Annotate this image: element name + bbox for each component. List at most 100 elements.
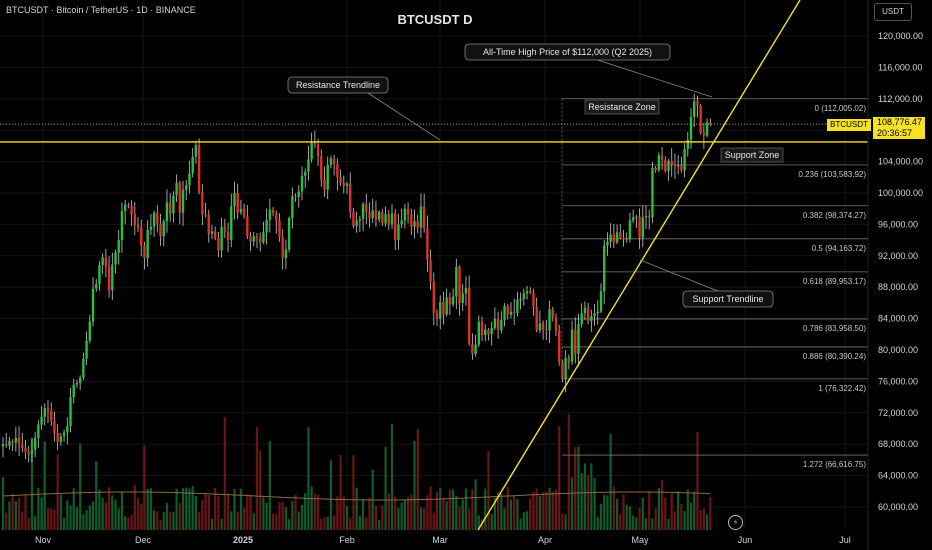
candle-body (693, 101, 696, 117)
volume-bar (609, 433, 612, 530)
volume-bar (27, 518, 30, 530)
volume-bar (435, 492, 439, 530)
candle-body (320, 156, 323, 180)
volume-bar (615, 498, 619, 530)
candle-body (332, 158, 336, 164)
candle-body (532, 292, 535, 307)
candle-body (323, 179, 326, 190)
volume-bar (17, 497, 21, 530)
currency-selector[interactable]: USDT (874, 3, 912, 21)
volume-bar (506, 486, 509, 530)
volume-bar (342, 496, 345, 530)
candle-body (368, 211, 371, 219)
candle-body (297, 191, 300, 197)
candle-body (660, 155, 664, 161)
volume-bar (297, 511, 300, 530)
candle-body (381, 211, 384, 224)
volume-bar (368, 497, 371, 530)
volume-bar (554, 489, 558, 530)
fib-level-label: 0.886 (80,390.24) (803, 352, 866, 361)
volume-bar (628, 506, 632, 530)
candle-body (387, 214, 390, 225)
last-price-value: 108,776.47 (877, 117, 923, 127)
candle-body (384, 214, 387, 224)
volume-bar (442, 497, 445, 530)
volume-bar (532, 491, 535, 530)
volume-bar (198, 512, 201, 530)
candle-body (496, 318, 500, 331)
candle-body (397, 224, 400, 241)
candle-body (474, 344, 477, 354)
candle-body (429, 259, 432, 282)
candle-body (123, 204, 127, 212)
volume-bar (143, 445, 146, 530)
volume-bar (358, 515, 361, 530)
candle-body (104, 257, 108, 267)
candle-body (210, 231, 214, 234)
time-tick-label: May (631, 535, 649, 545)
candle-body (557, 330, 561, 362)
candle-body (156, 212, 159, 224)
volume-bar (130, 514, 133, 530)
volume-bar (56, 454, 59, 530)
volume-bar (567, 414, 570, 530)
candle-body (329, 158, 333, 165)
volume-bar (561, 513, 564, 530)
candle-body (345, 183, 349, 186)
candle-body (586, 307, 590, 321)
price-axis: 60,000.00 64,000.00 68,000.00 72,000.00 76,0… (867, 0, 923, 550)
bar-countdown: 20:36:57 (877, 128, 913, 138)
resistance-zone-tag-box (584, 99, 660, 115)
candle-body (689, 116, 693, 140)
fibonacci-retracement: 0 (112,005.02) 0.236 (103,583.92) 0.382 (9… (561, 98, 868, 469)
candle-body (262, 232, 265, 243)
volume-bar (288, 519, 291, 530)
volume-bar (654, 508, 657, 530)
volume-bar (471, 489, 474, 530)
volume-bar (464, 488, 468, 530)
candle-body (371, 210, 374, 219)
volume-bar (641, 497, 644, 530)
volume-bar (259, 450, 262, 530)
candle-body (548, 309, 551, 331)
volume-bar (271, 513, 275, 530)
candle-body (509, 311, 513, 315)
volume-bar (648, 490, 651, 530)
volume-bar (304, 492, 307, 530)
resistance-trendline-callout-pointer (367, 92, 441, 141)
candle-body (422, 206, 426, 229)
volume-bar (564, 514, 567, 530)
volume-bar (419, 507, 423, 530)
volume-bar (529, 498, 532, 530)
candle-body (673, 164, 677, 167)
volume-bar (474, 479, 477, 530)
volume-bar (416, 429, 419, 530)
fib-level-label: 0.236 (103,583.92) (798, 170, 866, 179)
resistance-trendline-callout-label: Resistance Trendline (296, 80, 380, 90)
volume-bar (484, 488, 487, 530)
ath-callout-box (464, 43, 671, 61)
volume-bar (323, 517, 326, 530)
volume-bar (294, 494, 297, 530)
candle-body (657, 155, 661, 171)
volume-bar (673, 511, 677, 530)
candle-body (551, 309, 554, 318)
volume-bar (632, 515, 635, 530)
volume-bar (204, 493, 207, 530)
volume-bar (88, 505, 91, 530)
volume-bar (677, 491, 680, 530)
last-price-tag: 108,776.47 20:36:57 (873, 117, 925, 139)
price-tick-label: 116,000.00 (878, 62, 922, 72)
volume-bar (159, 519, 162, 530)
volume-bar (503, 508, 506, 530)
candle-body (349, 183, 352, 212)
volume-bar (590, 463, 593, 530)
candle-body (11, 441, 14, 443)
lightning-icon[interactable]: ⚡ (728, 515, 743, 530)
volume-bar (326, 517, 329, 530)
volume-bar (619, 514, 622, 530)
volume-bar (361, 498, 365, 530)
candle-body (133, 214, 137, 226)
volume-bar (426, 495, 429, 530)
